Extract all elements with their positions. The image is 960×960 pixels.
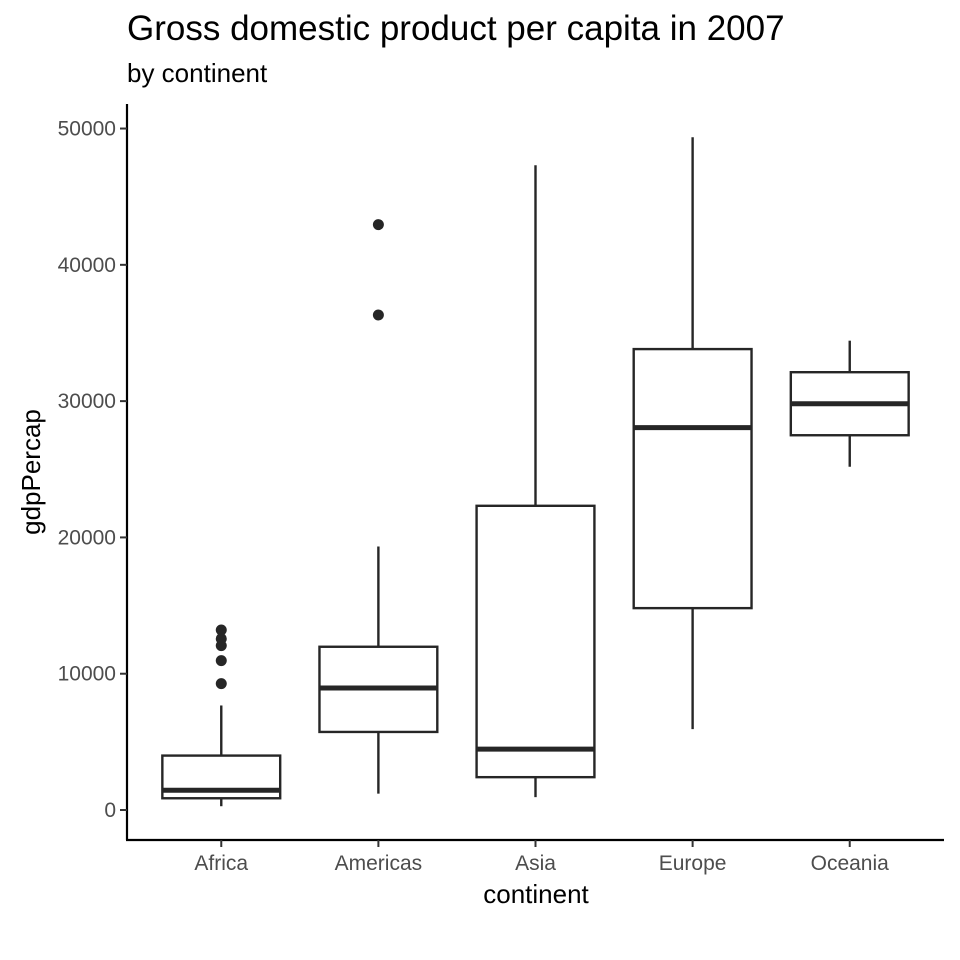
box-group-americas [318,219,439,794]
y-tick-label: 10000 [58,663,116,686]
chart-subtitle: by continent [127,58,268,88]
outlier-point-americas [372,309,384,321]
box-group-africa [161,624,282,807]
x-tick-label: Europe [659,852,727,875]
y-tick-label: 50000 [58,118,116,141]
box-group-oceania [789,340,910,467]
x-tick-label: Oceania [811,852,890,875]
y-tick-label: 0 [104,799,116,822]
y-tick-label: 20000 [58,526,116,549]
x-axis-title: continent [483,879,589,909]
x-tick-label: Africa [194,852,248,875]
y-tick-label: 40000 [58,254,116,277]
box-asia [475,504,596,779]
box-group-asia [475,165,596,798]
outlier-point-africa [215,678,227,690]
y-axis-title: gdpPercap [16,409,46,535]
outlier-point-africa [215,655,227,667]
y-tick-label: 30000 [58,390,116,413]
y-axis-ticks: 0 10000 20000 30000 40000 50000 [58,118,127,822]
outlier-point-africa [215,624,227,636]
box-group-europe [632,137,753,730]
x-tick-label: Asia [515,852,556,875]
box-europe [632,347,753,610]
outlier-point-americas [372,219,384,231]
chart-title: Gross domestic product per capita in 200… [127,9,785,48]
x-tick-label: Americas [335,852,423,875]
outlier-point-africa [215,633,227,645]
x-axis-ticks: Africa Americas Asia Europe Oceania [194,840,889,875]
plot-marks [161,137,910,807]
